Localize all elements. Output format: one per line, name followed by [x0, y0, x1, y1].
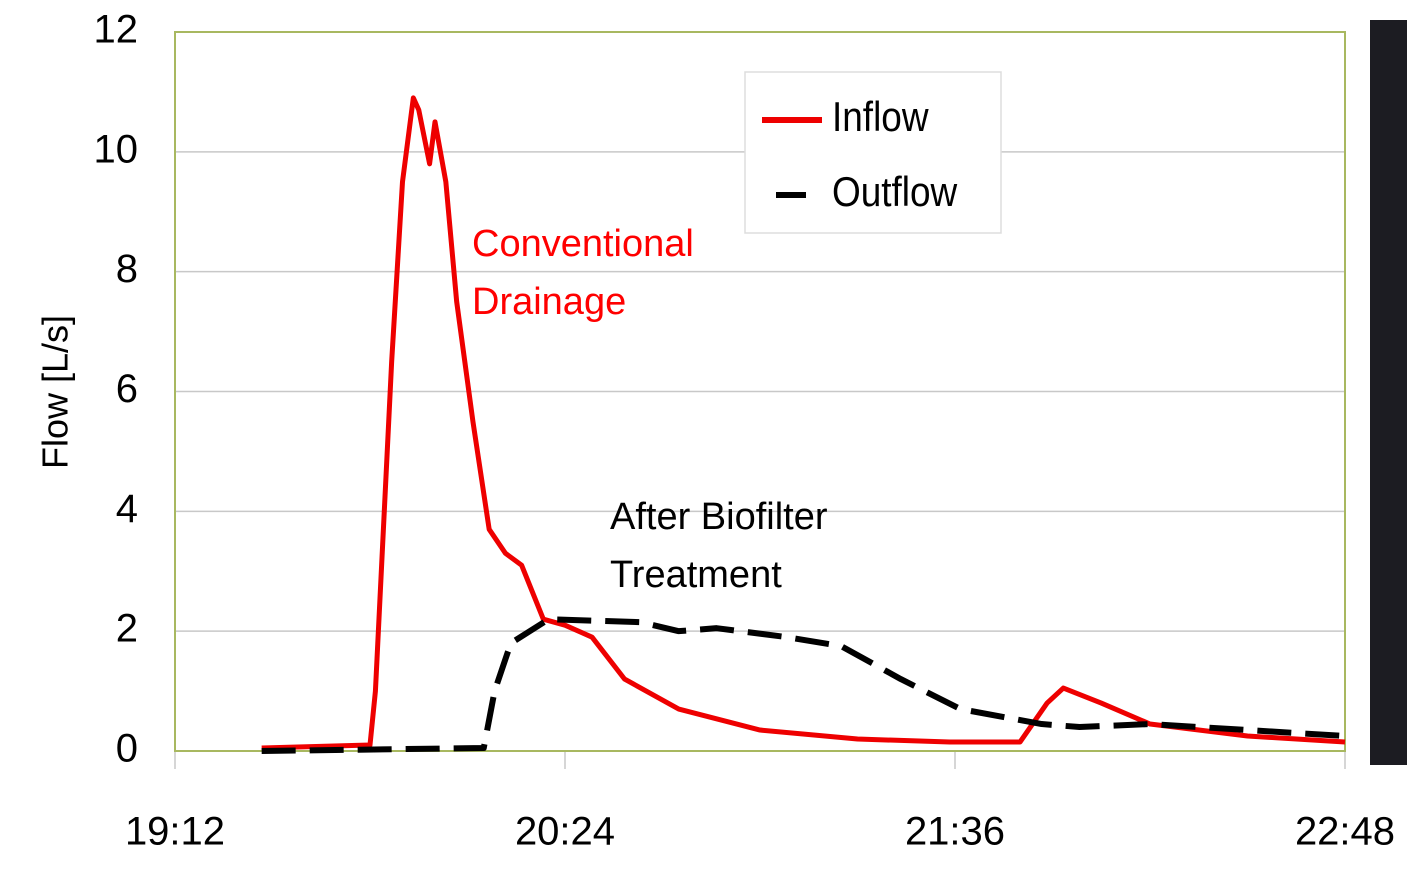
- x-tick-label: 20:24: [515, 810, 615, 854]
- x-tick-label: 19:12: [125, 810, 225, 854]
- y-tick-label: 4: [116, 487, 138, 531]
- y-tick-label: 6: [116, 367, 138, 411]
- legend-label: Inflow: [832, 94, 929, 141]
- annotation: Drainage: [472, 281, 626, 323]
- x-tick-label: 22:48: [1295, 810, 1395, 854]
- y-tick-label: 8: [116, 247, 138, 291]
- chart: Flow [L/s] 0 2 4 6 8 10 12 19:12 20:24 21:36 22:48…: [0, 0, 1407, 869]
- y-tick-label: 0: [116, 727, 138, 771]
- legend-label: Outflow: [832, 169, 958, 216]
- photo-strip: [1370, 20, 1407, 765]
- x-tick-label: 21:36: [905, 810, 1005, 854]
- series-line: [262, 619, 1345, 751]
- y-tick-label: 2: [116, 607, 138, 651]
- y-tick-label: 10: [94, 127, 139, 171]
- annotation: Conventional: [472, 223, 694, 265]
- y-tick-label: 12: [94, 8, 139, 52]
- annotation: Treatment: [610, 554, 782, 596]
- annotation: After Biofilter: [610, 496, 828, 538]
- y-axis-label: Flow [L/s]: [35, 315, 76, 469]
